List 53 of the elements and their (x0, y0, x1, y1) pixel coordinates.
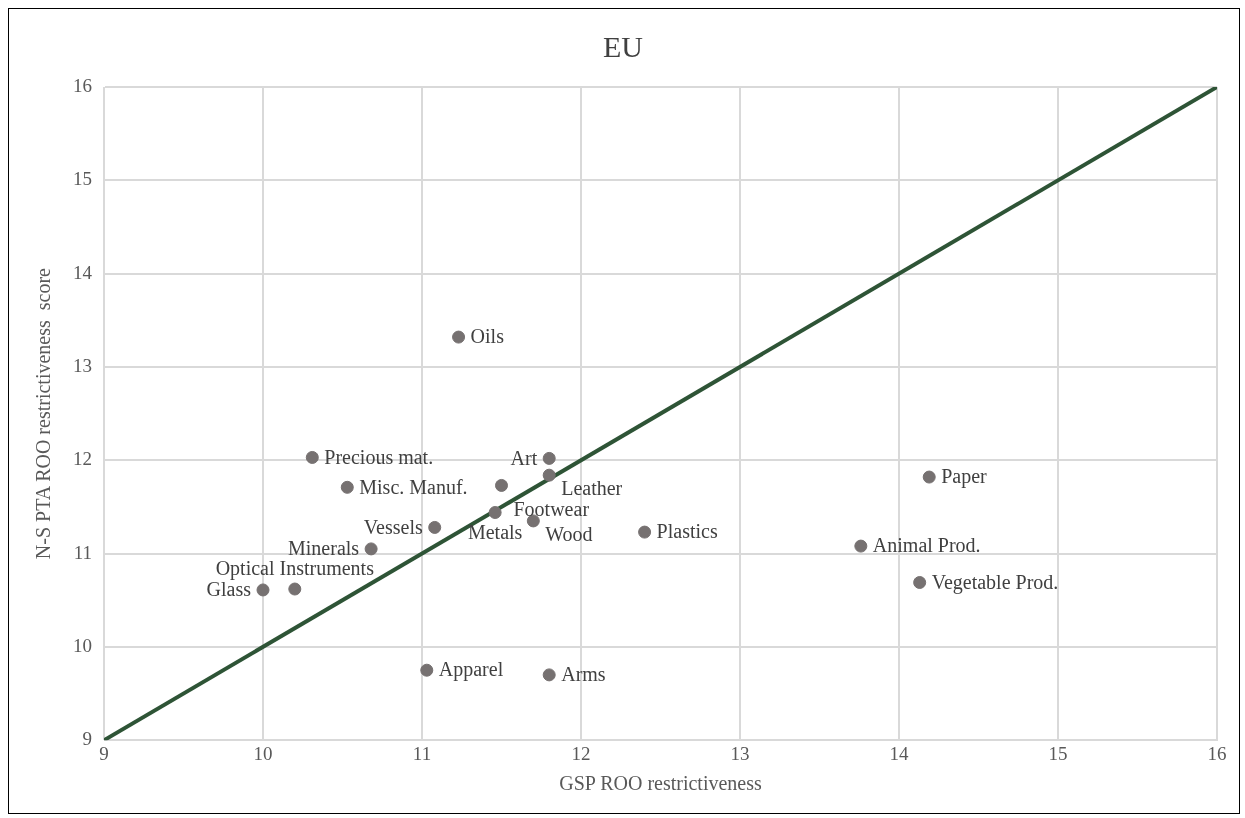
data-label: Minerals (288, 537, 360, 560)
point (364, 542, 378, 556)
point (305, 450, 319, 464)
point (488, 506, 502, 520)
point (922, 470, 936, 484)
point (420, 663, 434, 677)
y-tick-label: 9 (82, 728, 92, 750)
data-label: Footwear (513, 497, 590, 520)
x-tick-label: 9 (99, 742, 109, 764)
y-tick-label: 11 (73, 541, 92, 563)
y-tick-label: 15 (73, 168, 92, 190)
point (288, 582, 302, 596)
x-tick-label: 13 (730, 742, 750, 764)
data-label: Arms (561, 663, 606, 686)
data-label: Metals (467, 520, 523, 543)
y-axis-title: N-S PTA ROO restrictiveness score (32, 267, 55, 560)
x-tick-label: 10 (253, 742, 273, 764)
point (452, 330, 466, 344)
point (256, 583, 270, 597)
data-label: Animal Prod. (872, 534, 981, 557)
point (542, 451, 556, 465)
y-tick-label: 12 (73, 448, 92, 470)
x-tick-label: 12 (571, 742, 591, 764)
data-label: Precious mat. (324, 445, 434, 468)
x-tick-label: 16 (1207, 742, 1227, 764)
point (542, 468, 556, 482)
data-label: Vegetable Prod. (931, 570, 1059, 594)
data-label: Optical Instruments (215, 557, 375, 581)
y-tick-label: 10 (73, 634, 92, 656)
data-label: Misc. Manuf. (359, 475, 468, 498)
point (428, 520, 442, 534)
data-label: Paper (941, 465, 988, 489)
point (854, 539, 868, 553)
point (495, 478, 508, 492)
y-tick-label: 14 (73, 261, 93, 283)
x-tick-label: 15 (1048, 742, 1068, 764)
data-label: Art (510, 446, 538, 469)
data-label: Leather (561, 477, 623, 500)
data-label: Wood (545, 523, 593, 546)
data-label: Oils (470, 325, 505, 348)
x-axis-title: GSP ROO restrictiveness (559, 772, 763, 795)
y-tick-label: 13 (73, 354, 92, 376)
point (340, 480, 354, 494)
x-tick-label: 11 (412, 742, 432, 764)
x-tick-label: 14 (889, 742, 909, 764)
point (542, 668, 556, 682)
data-label: Vessels (363, 515, 423, 538)
chart-title: EU (603, 29, 644, 63)
data-label: Plastics (656, 520, 718, 543)
y-tick-label: 16 (73, 74, 92, 96)
point (913, 576, 927, 589)
data-label: Apparel (438, 658, 504, 682)
point (638, 525, 652, 539)
